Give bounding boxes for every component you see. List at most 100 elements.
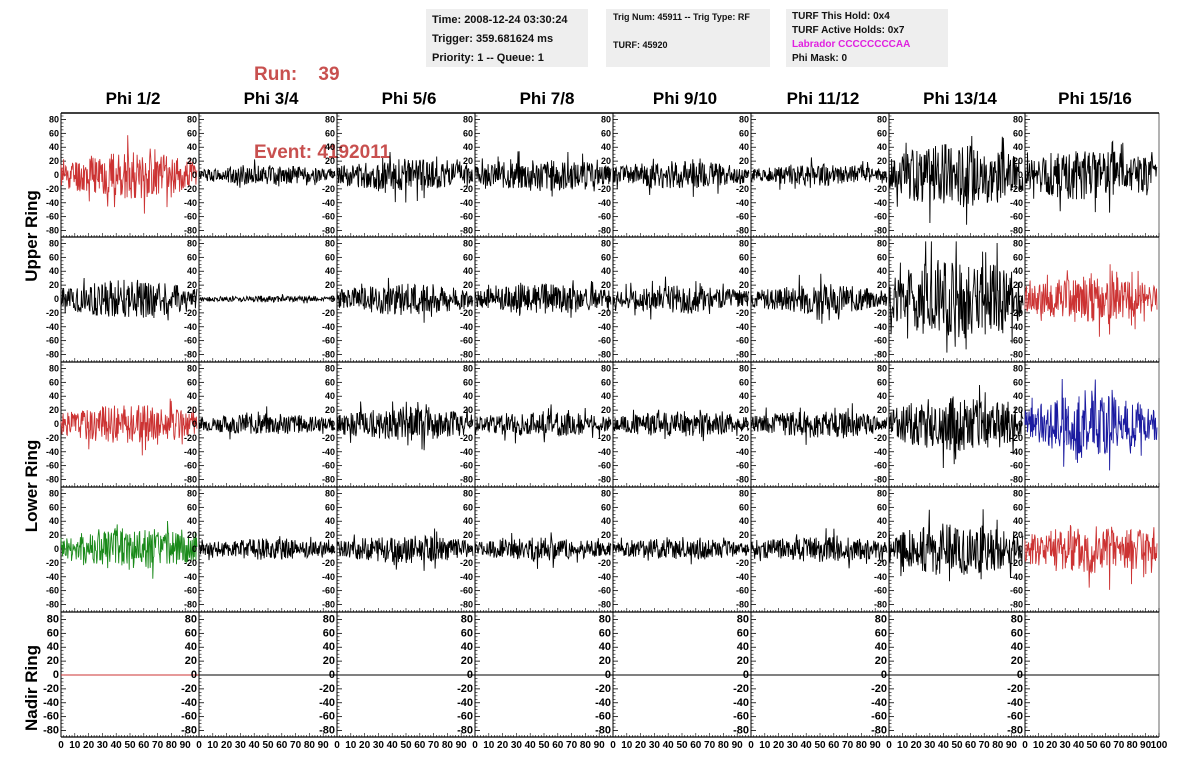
y-tick-label: 40 (1013, 516, 1023, 526)
panel-r2-c8: 806040200-20-40-60-80 (1010, 237, 1159, 362)
y-tick-label: -40 (457, 697, 473, 709)
y-tick-label: 20 (599, 655, 611, 667)
y-tick-label: -80 (184, 600, 197, 610)
y-tick-label: -40 (598, 572, 611, 582)
x-tick-label: 50 (124, 740, 136, 751)
x-tick-label: 80 (580, 740, 592, 751)
y-tick-label: 40 (49, 266, 59, 276)
y-tick-label: -60 (598, 461, 611, 471)
x-tick-label: 50 (400, 740, 412, 751)
panel-r1-c2: 806040200-20-40-60-80 (184, 113, 337, 237)
panels: 806040200-20-40-60-80806040200-20-40-60-… (43, 113, 1168, 751)
y-tick-label: 40 (875, 641, 887, 653)
y-tick-label: 60 (599, 627, 611, 639)
y-tick-label: -40 (184, 447, 197, 457)
y-tick-label: -40 (46, 322, 59, 332)
y-tick-label: -60 (319, 711, 335, 723)
column-label: Phi 9/10 (653, 89, 717, 108)
y-tick-label: -60 (43, 711, 59, 723)
y-tick-label: 80 (875, 613, 887, 625)
x-tick-label: 60 (690, 740, 702, 751)
panel-r2-c3: 806040200-20-40-60-80 (322, 237, 475, 362)
y-tick-label: 40 (599, 641, 611, 653)
y-tick-label: 20 (1013, 530, 1023, 540)
x-tick-label: 0 (472, 740, 478, 751)
y-tick-label: 40 (187, 266, 197, 276)
y-tick-label: 80 (877, 363, 887, 373)
x-tick-label: 60 (965, 740, 977, 751)
x-tick-label: 10 (483, 740, 495, 751)
y-tick-label: 40 (463, 516, 473, 526)
y-tick-label: -20 (874, 558, 887, 568)
y-tick-label: -20 (736, 308, 749, 318)
y-tick-label: -20 (460, 184, 473, 194)
y-tick-label: 20 (1013, 156, 1023, 166)
x-tick-label: 70 (566, 740, 578, 751)
y-tick-label: 20 (49, 280, 59, 290)
row-label: Lower Ring (22, 440, 41, 533)
x-tick-label: 90 (870, 740, 882, 751)
waveform-trace (61, 521, 197, 579)
y-tick-label: -80 (46, 226, 59, 236)
y-tick-label: 0 (882, 544, 887, 554)
y-tick-label: -40 (598, 447, 611, 457)
y-tick-label: 40 (739, 516, 749, 526)
x-tick-label: 30 (924, 740, 936, 751)
y-tick-label: -80 (874, 475, 887, 485)
y-tick-label: -20 (457, 683, 473, 695)
y-tick-label: -60 (181, 711, 197, 723)
x-tick-label: 60 (552, 740, 564, 751)
x-tick-label: 30 (235, 740, 247, 751)
x-tick-label: 0 (58, 740, 64, 751)
y-tick-label: 20 (1013, 280, 1023, 290)
x-tick-label: 70 (704, 740, 716, 751)
x-tick-label: 10 (207, 740, 219, 751)
x-tick-label: 0 (196, 740, 202, 751)
y-tick-label: 40 (49, 391, 59, 401)
y-tick-label: 0 (1018, 294, 1023, 304)
y-tick-label: 80 (737, 613, 749, 625)
y-tick-label: 40 (185, 641, 197, 653)
y-tick-label: 60 (463, 377, 473, 387)
y-tick-label: -20 (598, 558, 611, 568)
waveform-trace (475, 404, 611, 443)
waveform-trace (751, 528, 887, 568)
y-tick-label: 80 (49, 114, 59, 124)
y-tick-label: 60 (187, 252, 197, 262)
waveform-trace (751, 403, 887, 445)
y-tick-label: 0 (54, 419, 59, 429)
y-tick-label: -80 (1010, 600, 1023, 610)
y-tick-label: -40 (1010, 572, 1023, 582)
y-tick-label: 80 (323, 613, 335, 625)
x-tick-label: 90 (732, 740, 744, 751)
x-tick-label: 0 (334, 740, 340, 751)
y-tick-label: -40 (43, 697, 59, 709)
panel-r3-c2: 806040200-20-40-60-80 (184, 362, 337, 487)
y-tick-label: 0 (54, 170, 59, 180)
y-tick-label: -80 (460, 475, 473, 485)
y-tick-label: -40 (874, 447, 887, 457)
panel-r1-c3: 806040200-20-40-60-80 (322, 113, 475, 237)
y-tick-label: -80 (874, 226, 887, 236)
y-tick-label: -40 (184, 572, 197, 582)
y-tick-label: 60 (463, 252, 473, 262)
y-tick-label: 20 (187, 405, 197, 415)
x-tick-label: 50 (814, 740, 826, 751)
y-tick-label: -80 (598, 226, 611, 236)
y-tick-label: -40 (322, 447, 335, 457)
y-tick-label: 40 (187, 142, 197, 152)
y-tick-label: -40 (733, 697, 749, 709)
y-tick-label: 0 (54, 544, 59, 554)
y-tick-label: 80 (739, 114, 749, 124)
y-tick-label: 40 (1013, 266, 1023, 276)
y-tick-label: 20 (737, 655, 749, 667)
y-tick-label: 0 (330, 170, 335, 180)
y-tick-label: 60 (875, 627, 887, 639)
y-tick-label: 20 (463, 156, 473, 166)
y-tick-label: -80 (184, 475, 197, 485)
panel-r2-c5: 806040200-20-40-60-80 (598, 237, 751, 362)
x-tick-label: 10 (345, 740, 357, 751)
y-tick-label: 40 (187, 516, 197, 526)
x-tick-label: 70 (152, 740, 164, 751)
y-tick-label: 40 (877, 142, 887, 152)
